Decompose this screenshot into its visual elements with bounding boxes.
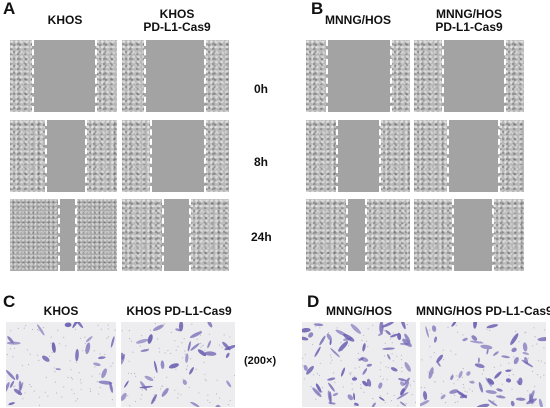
scratch-image-khos-pdl1-8h (122, 120, 229, 192)
scratch-image-khos-0h (10, 40, 117, 112)
column-header-mnng: MNNG/HOS (325, 13, 391, 27)
transwell-image-mnng-pdl1 (420, 322, 546, 407)
panel-label-d: D (307, 292, 320, 311)
column-header-khos: KHOS (47, 13, 83, 27)
magnification-label: (200×) (244, 355, 277, 367)
column-header-d-mnng-pdl1: MNNG/HOS PD-L1-Cas9 (416, 304, 550, 318)
column-header-mnng-pdl1: MNNG/HOS PD-L1-Cas9 (435, 7, 503, 34)
scratch-image-mnng-0h (306, 40, 410, 112)
panel-label-c: C (3, 292, 16, 311)
scratch-image-mnng-pdl1-0h (414, 40, 524, 112)
timepoint-label-0h: 0h (254, 82, 269, 96)
timepoint-label-24h: 24h (251, 230, 272, 244)
scratch-image-mnng-pdl1-24h (414, 199, 524, 271)
scratch-image-khos-24h (10, 199, 117, 271)
scratch-image-mnng-24h (306, 199, 410, 271)
timepoint-label-8h: 8h (254, 155, 269, 169)
panel-label-b: B (311, 0, 324, 18)
column-header-d-mnng: MNNG/HOS (326, 304, 392, 318)
scratch-image-khos-pdl1-0h (122, 40, 229, 112)
transwell-image-khos-pdl1 (121, 322, 235, 407)
scratch-image-mnng-pdl1-8h (414, 120, 524, 192)
scratch-image-mnng-8h (306, 120, 410, 192)
transwell-image-mnng (302, 322, 416, 407)
transwell-image-khos (6, 322, 116, 407)
column-header-c-khos-pdl1: KHOS PD-L1-Cas9 (126, 304, 232, 318)
scratch-image-khos-8h (10, 120, 117, 192)
scratch-image-khos-pdl1-24h (122, 199, 229, 271)
column-header-c-khos: KHOS (43, 304, 79, 318)
panel-label-a: A (3, 0, 16, 18)
column-header-khos-pdl1: KHOS PD-L1-Cas9 (143, 7, 211, 34)
